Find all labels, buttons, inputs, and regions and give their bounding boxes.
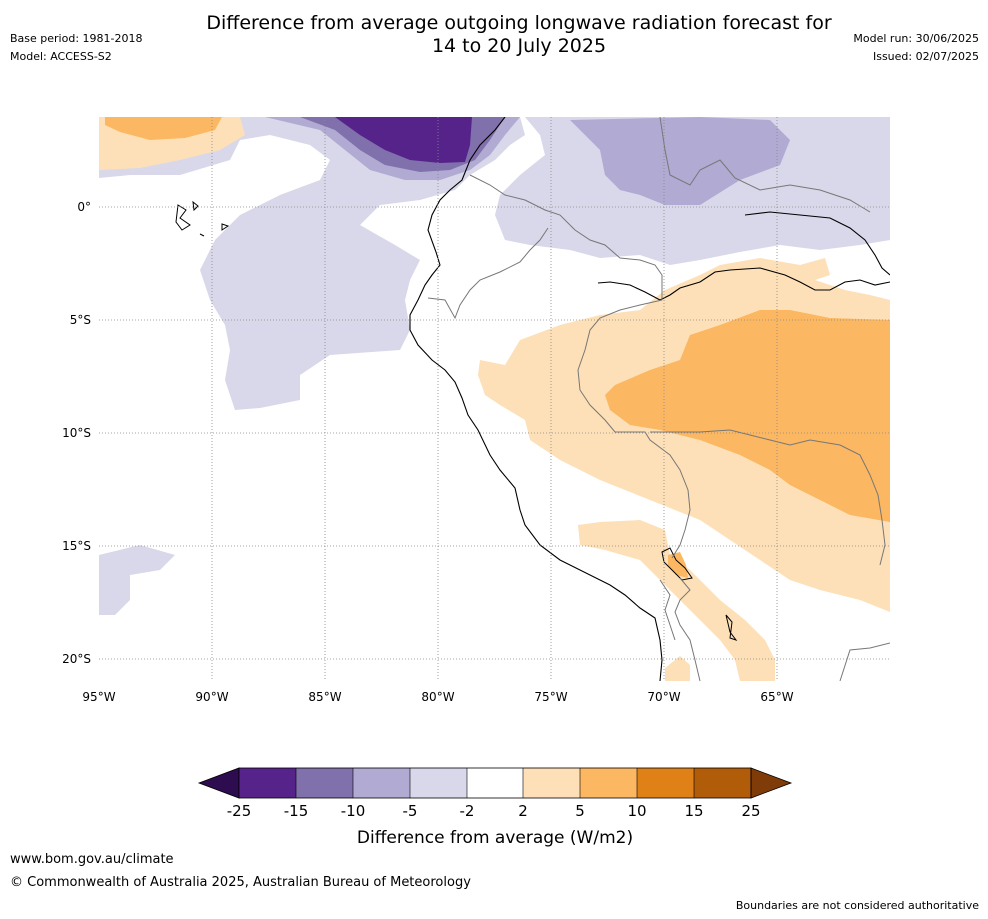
- anomaly-region-m5-m2-pacific: [99, 117, 525, 410]
- lat-label-0: 0°: [77, 200, 91, 214]
- colorbar-swatch-m5-m2: [410, 768, 467, 798]
- boundaries-disclaimer: Boundaries are not considered authoritat…: [735, 899, 979, 912]
- colorbar-swatch-p15-p25: [694, 768, 751, 798]
- anomaly-region-p2-p5-south-tongue: [578, 520, 775, 681]
- colorbar-outline: [238, 767, 752, 799]
- lat-label-20s: 20°S: [62, 652, 91, 666]
- colorbar-extend-high: [750, 767, 793, 799]
- anomaly-region-m25-m15: [335, 117, 472, 163]
- lat-label-10s: 10°S: [62, 426, 91, 440]
- title-line-2: 14 to 20 July 2025: [431, 35, 607, 57]
- colorbar-swatch-m2-p2: [467, 768, 523, 798]
- anomaly-region-m10-m5-amazon: [570, 117, 790, 205]
- colorbar-tick: -15: [284, 802, 309, 820]
- lon-label-65w: 65°W: [760, 690, 793, 704]
- anomaly-region-p5-p10-main: [605, 310, 890, 522]
- title-line-1: Difference from average outgoing longwav…: [206, 12, 832, 34]
- page-title: Difference from average outgoing longwav…: [0, 12, 988, 58]
- colorbar-tick: 25: [741, 802, 760, 820]
- amazon-delta: [744, 211, 890, 276]
- lon-label-85w: 85°W: [308, 690, 341, 704]
- colorbar: -25 -15 -10 -5 -2 2 5 10 15 25 Differenc…: [197, 767, 793, 848]
- colorbar-tick: 15: [684, 802, 703, 820]
- colorbar-tick: -5: [403, 802, 418, 820]
- model-run-label: Model run: 30/06/2025: [853, 32, 979, 45]
- map-field: [99, 117, 890, 681]
- anomaly-region-p5-p10-northwest: [105, 117, 222, 140]
- colorbar-tick: -2: [460, 802, 475, 820]
- anomaly-region-p2-p5-south-patch: [665, 656, 690, 681]
- coastline-south-america: [409, 117, 663, 681]
- lat-label-15s: 15°S: [62, 539, 91, 553]
- colorbar-swatch-m10-m5: [353, 768, 410, 798]
- lon-label-75w: 75°W: [534, 690, 567, 704]
- colorbar-swatch-p5-p10: [580, 768, 637, 798]
- issued-label: Issued: 02/07/2025: [872, 50, 979, 63]
- colorbar-tick: 5: [575, 802, 585, 820]
- lake-poopo: [725, 614, 738, 641]
- colorbar-tick: 2: [518, 802, 528, 820]
- anomaly-region-p5-p10-small: [668, 552, 688, 578]
- lat-label-5s: 5°S: [70, 313, 91, 327]
- colorbar-tick: -10: [341, 802, 366, 820]
- colorbar-swatch-m15-m10: [296, 768, 353, 798]
- galapagos-islands: [175, 200, 230, 237]
- lon-label-70w: 70°W: [647, 690, 680, 704]
- base-period-label: Base period: 1981-2018: [10, 32, 143, 45]
- colorbar-swatch-p2-p5: [523, 768, 580, 798]
- colorbar-tick: -25: [227, 802, 252, 820]
- colorbar-swatch-m25-m15: [239, 768, 296, 798]
- anomaly-region-m5-m2-southwest: [99, 545, 175, 615]
- colorbar-extend-low: [197, 767, 240, 799]
- map-gridlines: [99, 117, 890, 681]
- amazon-river: [597, 267, 890, 301]
- lon-label-95w: 95°W: [82, 690, 115, 704]
- colorbar-swatch-p10-p15: [637, 768, 694, 798]
- colorbar-tick: 10: [627, 802, 646, 820]
- model-label: Model: ACCESS-S2: [10, 50, 112, 63]
- bom-website-link[interactable]: www.bom.gov.au/climate: [10, 852, 174, 867]
- copyright-notice: © Commonwealth of Australia 2025, Austra…: [10, 875, 471, 890]
- country-boundaries: [427, 117, 890, 681]
- colorbar-label: Difference from average (W/m2): [357, 828, 633, 848]
- lon-label-90w: 90°W: [195, 690, 228, 704]
- lon-label-80w: 80°W: [421, 690, 454, 704]
- lake-titicaca: [661, 547, 693, 581]
